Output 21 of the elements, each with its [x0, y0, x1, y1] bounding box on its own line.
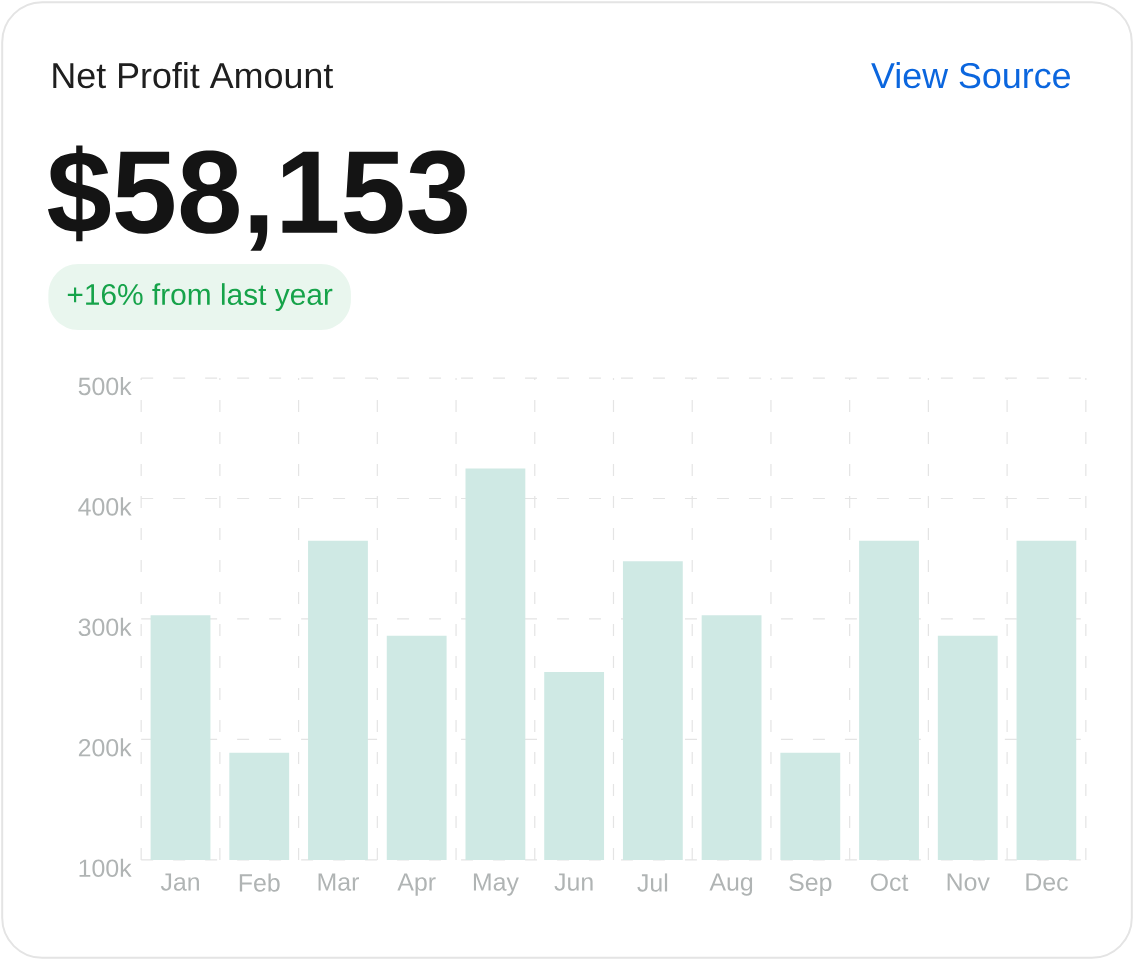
y-tick-label: 300k [78, 617, 132, 637]
x-tick-label: Jun [554, 873, 593, 891]
y-tick-label: 500k [78, 376, 132, 396]
x-tick-label: Oct [870, 873, 909, 892]
chart-subtitle: $58,153 [47, 145, 467, 251]
text: +16% from last year [67, 283, 333, 311]
x-tick-label: Jan [160, 873, 199, 891]
x-tick-label: Nov [947, 873, 990, 891]
x-tick-label: Aug [709, 873, 753, 896]
x-tick-label: May [473, 873, 519, 896]
y-tick-label: 400k [78, 497, 132, 516]
x-tick-label: Sep [789, 873, 832, 896]
chart-title: Net Profit Amount [53, 61, 334, 89]
x-tick-label: Feb [239, 873, 280, 892]
y-tick-label: 100k [79, 858, 132, 878]
x-tick-label: Mar [318, 873, 359, 891]
x-tick-label: Dec [1026, 873, 1068, 891]
text: View Source [871, 61, 1070, 89]
y-tick-label: 200k [78, 738, 132, 757]
x-tick-label: Jul [637, 873, 668, 892]
x-tick-label: Apr [397, 873, 436, 896]
